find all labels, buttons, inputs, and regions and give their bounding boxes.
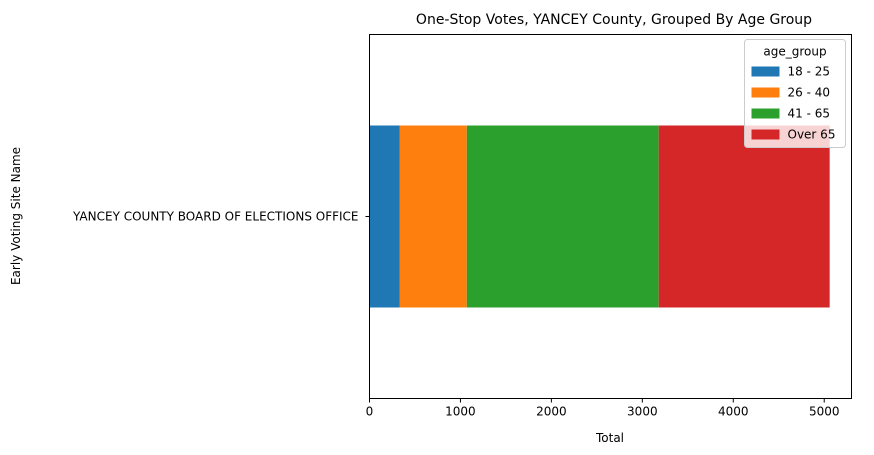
legend-label: Over 65 — [788, 128, 836, 142]
legend-title: age_group — [763, 45, 826, 59]
legend-swatch — [751, 108, 780, 119]
legend-swatch — [751, 87, 780, 98]
x-tick-label: 0 — [366, 405, 374, 419]
x-tick-label: 2000 — [536, 405, 567, 419]
y-axis-label: Early Voting Site Name — [9, 147, 23, 285]
y-axis: YANCEY COUNTY BOARD OF ELECTIONS OFFICE — [72, 210, 370, 224]
x-axis: 0 1000 2000 3000 4000 5000 — [366, 398, 840, 419]
bars-layer — [369, 125, 830, 308]
legend: age_group 18 - 25 26 - 40 41 - 65 Over 65 — [744, 39, 846, 148]
bar-segment-41-65 — [466, 125, 659, 308]
x-axis-label: Total — [595, 431, 624, 445]
legend-label: 26 - 40 — [788, 86, 831, 100]
x-tick-label: 4000 — [718, 405, 749, 419]
bar-segment-18-25 — [369, 125, 400, 308]
legend-label: 41 - 65 — [788, 107, 831, 121]
chart-title: One-Stop Votes, YANCEY County, Grouped B… — [416, 12, 812, 28]
x-tick-label: 5000 — [809, 405, 840, 419]
legend-swatch — [751, 129, 780, 140]
legend-label: 18 - 25 — [788, 65, 831, 79]
x-tick-label: 3000 — [627, 405, 658, 419]
x-tick-label: 1000 — [445, 405, 476, 419]
bar-segment-over-65 — [658, 125, 830, 308]
legend-swatch — [751, 66, 780, 77]
y-tick-label: YANCEY COUNTY BOARD OF ELECTIONS OFFICE — [72, 210, 358, 224]
bar-segment-26-40 — [399, 125, 467, 308]
